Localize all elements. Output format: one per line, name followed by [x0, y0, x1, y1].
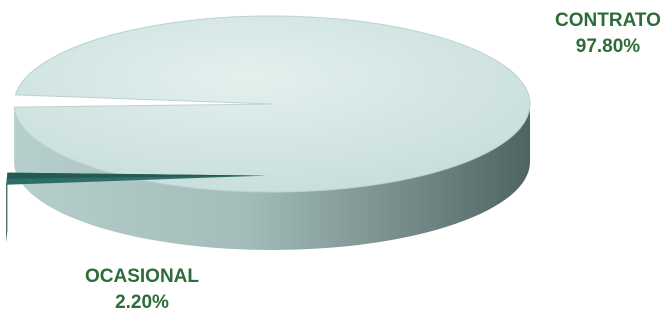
label-ocasional: OCASIONAL 2.20% [62, 264, 222, 315]
slice-ocasional-side [6, 172, 8, 243]
slice-contrato [13, 15, 531, 193]
label-contrato-name: CONTRATO [555, 10, 661, 31]
label-ocasional-percent: 2.20% [115, 291, 169, 313]
slice-ocasional-inner-face [7, 172, 266, 179]
label-contrato-percent: 97.80% [575, 35, 641, 57]
label-contrato: CONTRATO 97.80% [540, 8, 669, 59]
pie-slices [6, 15, 531, 251]
slice-contrato-side [14, 104, 531, 251]
label-ocasional-name: OCASIONAL [85, 266, 199, 287]
